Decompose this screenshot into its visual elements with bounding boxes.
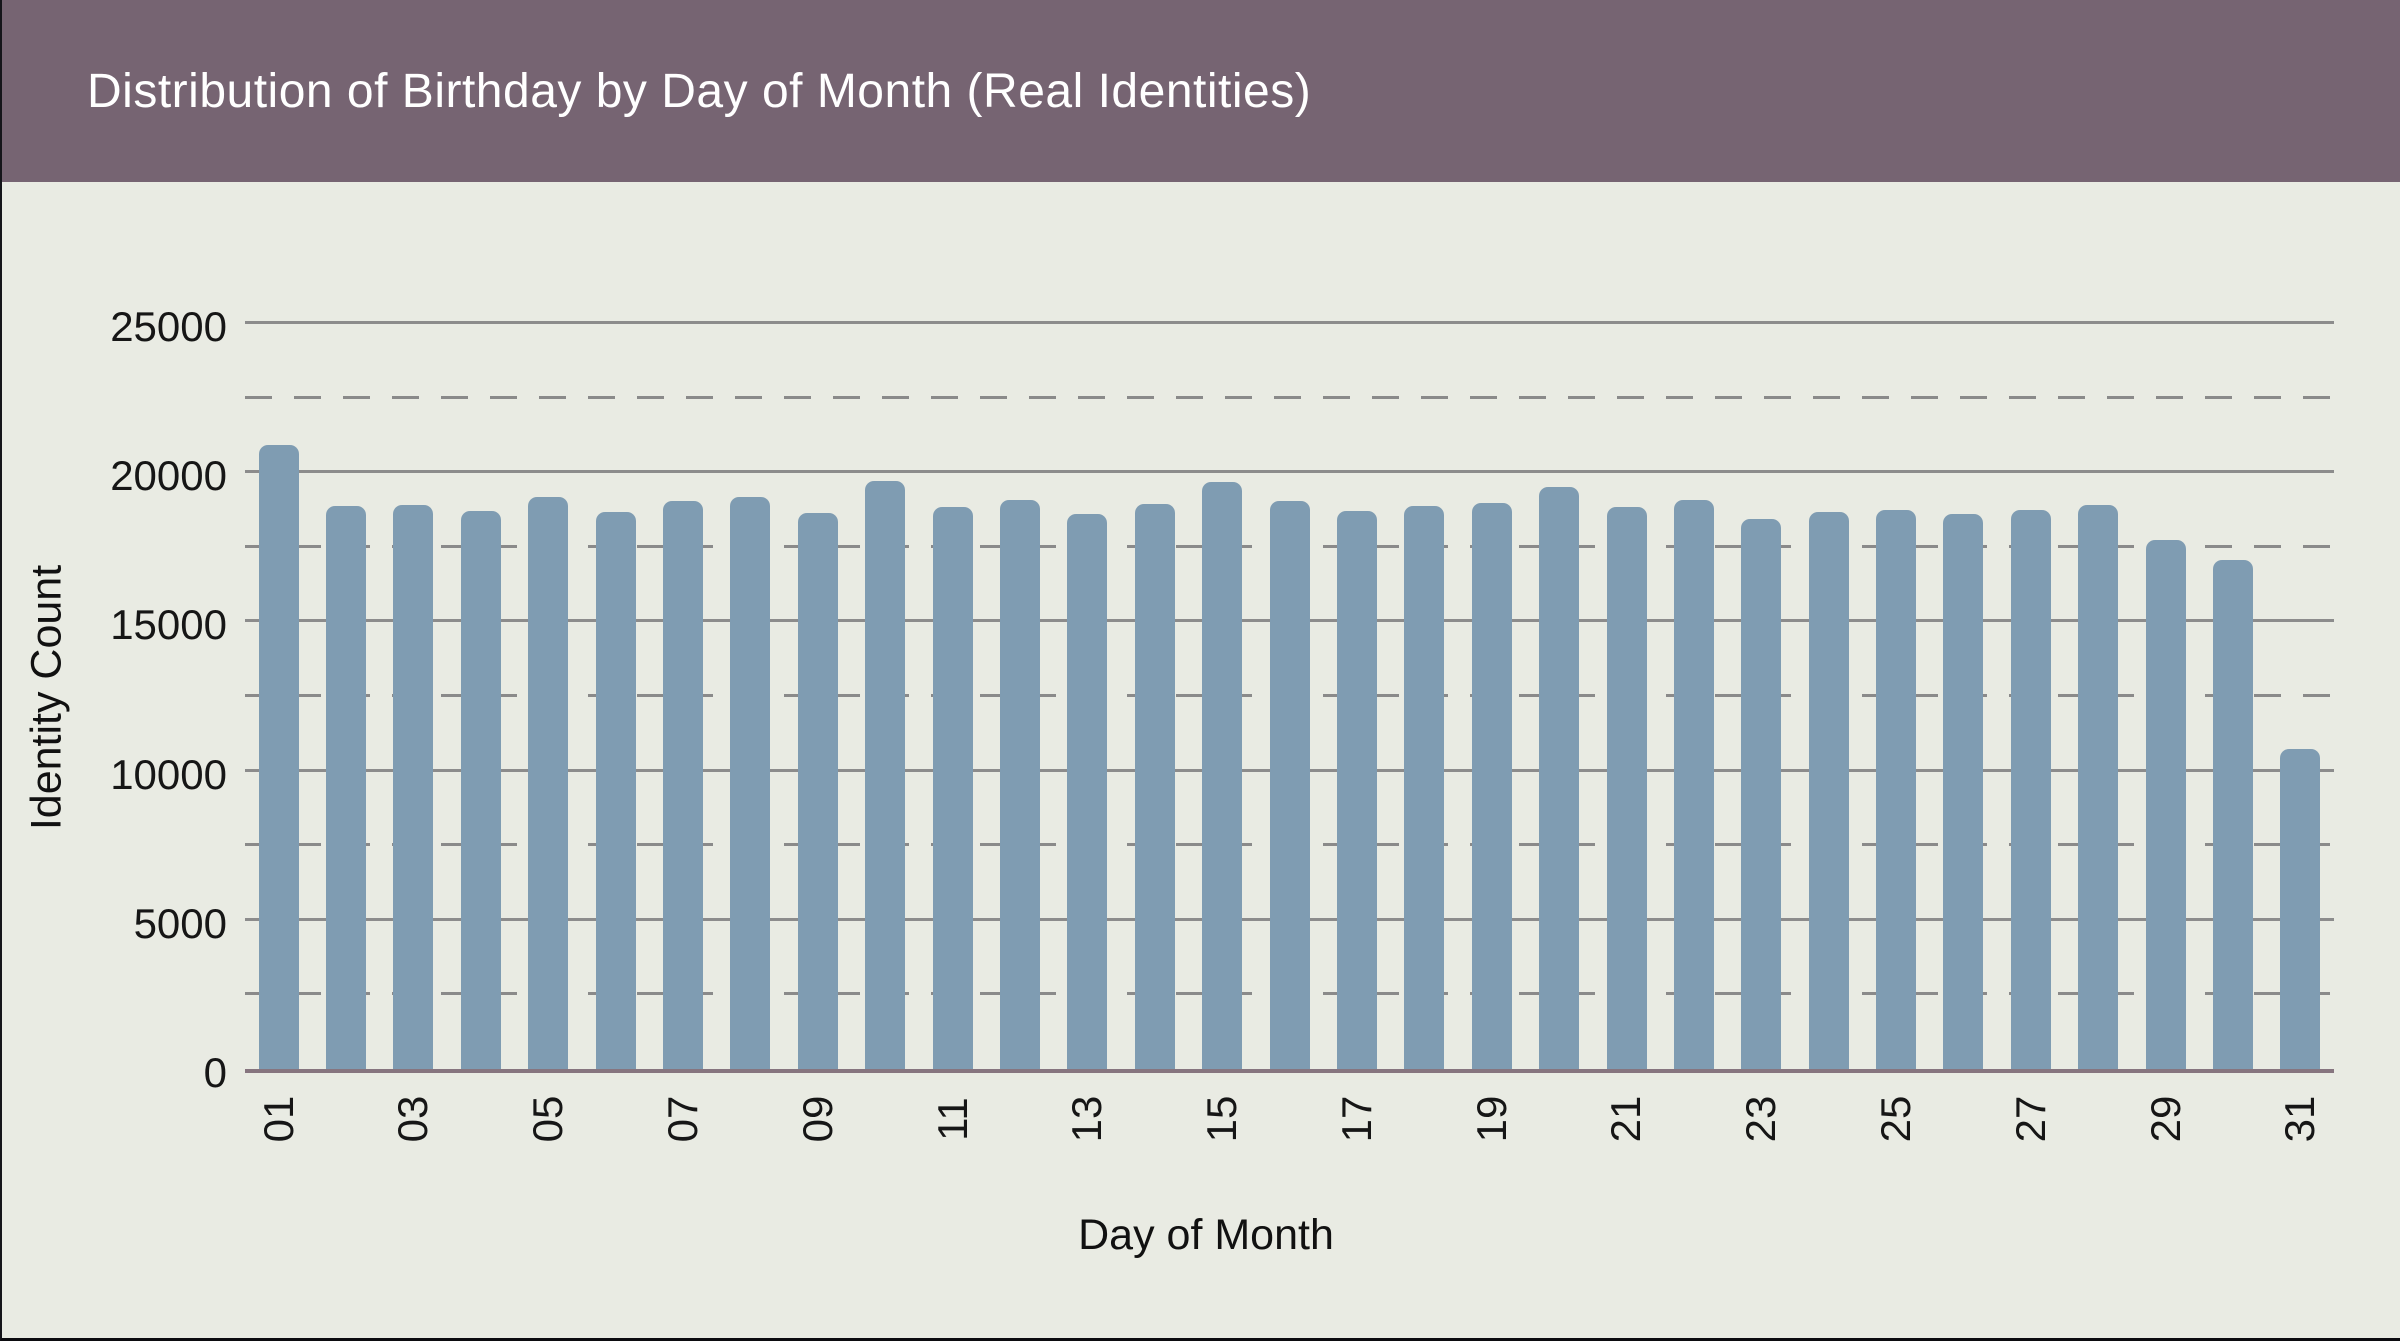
x-tick-label-23: 23 [1737,1095,1785,1143]
gridline-major-25000 [245,321,2334,324]
bar-slot-day-16 [1256,327,1323,1069]
bar-day-20 [1539,486,1580,1069]
x-tick-label-21: 21 [1602,1095,1650,1143]
bar-day-01 [258,445,299,1069]
bar-slot-day-20 [1525,327,1592,1069]
x-tick-label-19: 19 [1467,1095,1515,1143]
bar-series [245,327,2334,1069]
bar-day-13 [1067,513,1108,1069]
bar-day-30 [2213,560,2254,1069]
y-tick-label-0: 0 [203,1049,227,1096]
bar-day-16 [1269,501,1310,1069]
x-tick-label-27: 27 [2006,1095,2054,1143]
y-tick-label-25000: 25000 [110,303,227,350]
bar-day-10 [865,481,906,1069]
bar-slot-day-11 [919,327,986,1069]
gridline-major-20000 [245,470,2334,474]
bar-day-25 [1876,510,1917,1069]
bar-day-12 [999,500,1040,1069]
bar-day-15 [1202,481,1243,1069]
plot-area [245,321,2334,1073]
bar-day-07 [663,500,704,1069]
bar-day-02 [326,505,367,1069]
bar-day-23 [1741,518,1782,1069]
bar-slot-day-26 [1930,327,1997,1069]
chart-area: Identity Count Day of Month 0 5000 10000 15… [2,182,2400,1338]
bar-slot-day-17 [1323,327,1390,1069]
bar-slot-day-04 [447,327,514,1069]
bar-slot-day-08 [717,327,784,1069]
bar-slot-day-05 [515,327,582,1069]
chart-header: Distribution of Birthday by Day of Month… [2,0,2400,182]
bar-slot-day-25 [1862,327,1929,1069]
bar-day-29 [2145,539,2186,1069]
bar-day-06 [595,511,636,1069]
y-tick-label-5000: 5000 [133,899,227,947]
y-tick-label-20000: 20000 [110,452,227,500]
bar-slot-day-24 [1795,327,1862,1069]
chart-title: Distribution of Birthday by Day of Month… [87,64,1312,118]
bar-day-19 [1471,502,1512,1069]
y-tick-label-10000: 10000 [110,750,227,798]
bar-slot-day-30 [2199,327,2266,1069]
x-tick-label-13: 13 [1063,1095,1111,1143]
bar-day-21 [1606,507,1647,1069]
bar-slot-day-13 [1054,327,1121,1069]
bar-slot-day-31 [2267,327,2334,1069]
bar-slot-day-09 [784,327,851,1069]
bar-day-24 [1808,511,1849,1069]
bar-slot-day-27 [1997,327,2064,1069]
x-tick-label-03: 03 [389,1095,437,1143]
bar-day-28 [2078,505,2119,1069]
x-tick-label-09: 09 [793,1095,841,1143]
bar-slot-day-29 [2132,327,2199,1069]
bar-slot-day-28 [2065,327,2132,1069]
bar-slot-day-03 [380,327,447,1069]
x-tick-label-25: 25 [1871,1095,1919,1143]
bar-day-31 [2280,749,2321,1069]
bar-slot-day-23 [1728,327,1795,1069]
bar-day-08 [730,496,771,1069]
x-tick-label-11: 11 [928,1097,976,1141]
bar-day-05 [528,496,569,1069]
bar-slot-day-07 [649,327,716,1069]
bar-day-27 [2010,510,2051,1069]
x-tick-label-01: 01 [254,1095,302,1143]
bar-slot-day-10 [852,327,919,1069]
bar-slot-day-19 [1458,327,1525,1069]
bar-day-04 [460,511,501,1069]
x-tick-label-17: 17 [1332,1095,1380,1143]
bar-slot-day-12 [986,327,1053,1069]
bar-day-17 [1336,511,1377,1069]
bar-day-18 [1404,505,1445,1069]
bar-day-14 [1134,504,1175,1069]
bar-slot-day-18 [1391,327,1458,1069]
bar-day-09 [797,513,838,1069]
y-axis-title: Identity Count [22,564,71,831]
bar-slot-day-06 [582,327,649,1069]
x-tick-label-29: 29 [2141,1095,2189,1143]
bar-day-11 [932,507,973,1069]
bar-slot-day-15 [1188,327,1255,1069]
bar-slot-day-01 [245,327,312,1069]
bar-slot-day-14 [1121,327,1188,1069]
bar-day-22 [1673,499,1714,1069]
x-tick-label-15: 15 [1198,1095,1246,1143]
bar-slot-day-21 [1593,327,1660,1069]
x-tick-label-05: 05 [524,1095,572,1143]
x-tick-label-07: 07 [659,1095,707,1143]
bar-slot-day-02 [312,327,379,1069]
y-tick-label-15000: 15000 [110,601,227,649]
bar-slot-day-22 [1660,327,1727,1069]
x-tick-label-31: 31 [2276,1095,2324,1143]
bar-day-26 [1943,513,1984,1069]
gridline-minor-dashed-22500 [245,395,2334,399]
x-axis-title: Day of Month [1078,1211,1334,1259]
bar-day-03 [393,505,434,1069]
